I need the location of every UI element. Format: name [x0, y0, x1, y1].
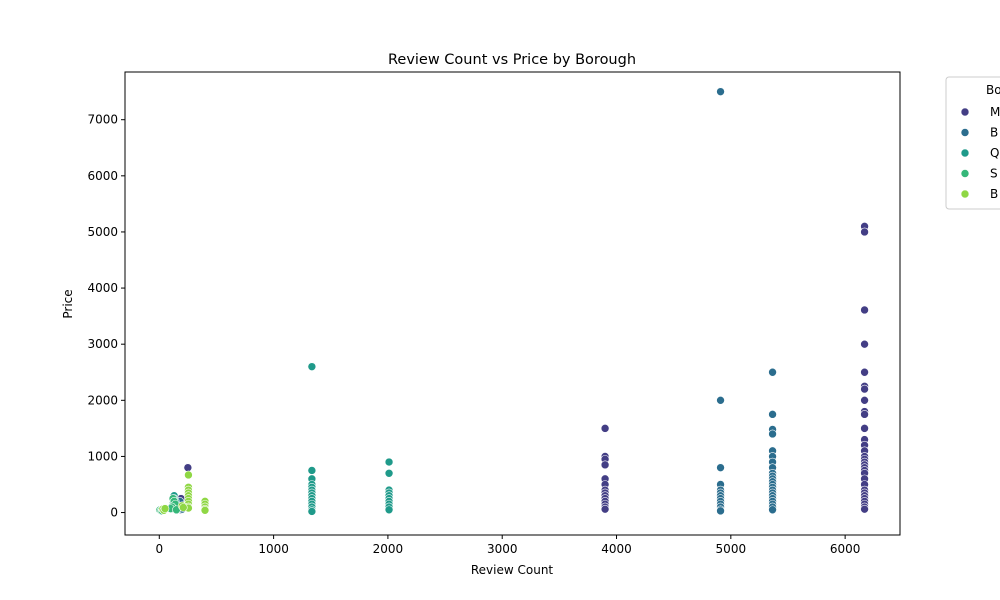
y-tick-label-4: 4000: [87, 281, 118, 295]
data-point-s0-7: [860, 396, 869, 405]
data-point-s1-1: [716, 396, 725, 405]
x-tick-label-6: 6000: [830, 542, 861, 556]
y-axis-ticks: 0 1000 2000 3000 4000 5000 6000 7000: [87, 113, 125, 520]
x-tick-label-5: 5000: [716, 542, 747, 556]
y-tick-label-1: 1000: [87, 449, 118, 463]
data-point-s1-14: [768, 410, 777, 419]
data-point-s0-10: [860, 424, 869, 433]
y-tick-label-2: 2000: [87, 393, 118, 407]
data-point-s0-2: [860, 305, 869, 315]
data-point-s0-6: [860, 384, 869, 394]
data-point-s1-13: [768, 367, 777, 377]
data-point-s0-44: [600, 504, 610, 514]
legend-box: [945, 76, 1000, 210]
data-point-s2-15: [384, 468, 394, 478]
data-point-s2-0: [307, 362, 317, 371]
legend-title: Bo: [986, 83, 1000, 97]
data-point-s0-45: [183, 463, 193, 472]
y-tick-label-5: 5000: [87, 225, 118, 239]
legend-label-4: B: [990, 187, 998, 201]
data-point-s4-0: [184, 470, 193, 480]
x-axis-label: Review Count: [471, 563, 554, 577]
y-tick-label-3: 3000: [87, 337, 118, 351]
data-point-s4-14: [200, 506, 210, 515]
data-point-s1-16: [768, 429, 777, 439]
legend-marker-0: [960, 107, 970, 117]
data-point-s0-34: [600, 460, 610, 470]
plot-frame: [124, 71, 901, 536]
data-point-s2-23: [384, 505, 394, 515]
legend-label-3: S: [990, 167, 998, 181]
legend-marker-4: [960, 189, 970, 199]
legend-marker-2: [960, 148, 970, 158]
data-point-s0-4: [860, 367, 869, 377]
legend-marker-3: [960, 169, 970, 178]
x-tick-label-0: 0: [155, 542, 163, 556]
y-tick-label-0: 0: [110, 506, 118, 520]
data-point-s0-3: [860, 339, 869, 349]
y-tick-label-6: 6000: [87, 169, 118, 183]
data-point-s4-19: [179, 503, 188, 512]
x-tick-label-4: 4000: [601, 542, 632, 556]
data-point-s2-14: [384, 457, 394, 467]
data-points: [155, 87, 869, 516]
legend-label-0: M: [990, 105, 1000, 119]
data-point-s0-31: [600, 424, 610, 433]
data-point-s4-17: [160, 504, 170, 513]
y-tick-label-7: 7000: [87, 113, 118, 127]
data-point-s0-9: [860, 410, 869, 419]
chart-title: Review Count vs Price by Borough: [388, 52, 636, 68]
y-axis-label: Price: [61, 289, 75, 318]
data-point-s2-13: [307, 507, 317, 516]
x-axis-ticks: 0 1000 2000 3000 4000 5000 6000: [155, 535, 860, 556]
data-point-s1-2: [716, 463, 725, 472]
x-tick-label-1: 1000: [258, 542, 289, 556]
data-point-s1-0: [716, 87, 725, 96]
legend-marker-1: [960, 128, 970, 137]
data-point-s2-1: [307, 466, 317, 475]
legend-label-2: Q: [990, 146, 999, 160]
data-point-s0-1: [860, 227, 869, 237]
x-tick-label-3: 3000: [487, 542, 518, 556]
legend-label-1: B: [990, 126, 998, 140]
data-point-s1-34: [768, 505, 777, 515]
data-point-s0-30: [860, 504, 869, 514]
data-point-s1-12: [716, 506, 725, 516]
x-tick-label-2: 2000: [373, 542, 404, 556]
